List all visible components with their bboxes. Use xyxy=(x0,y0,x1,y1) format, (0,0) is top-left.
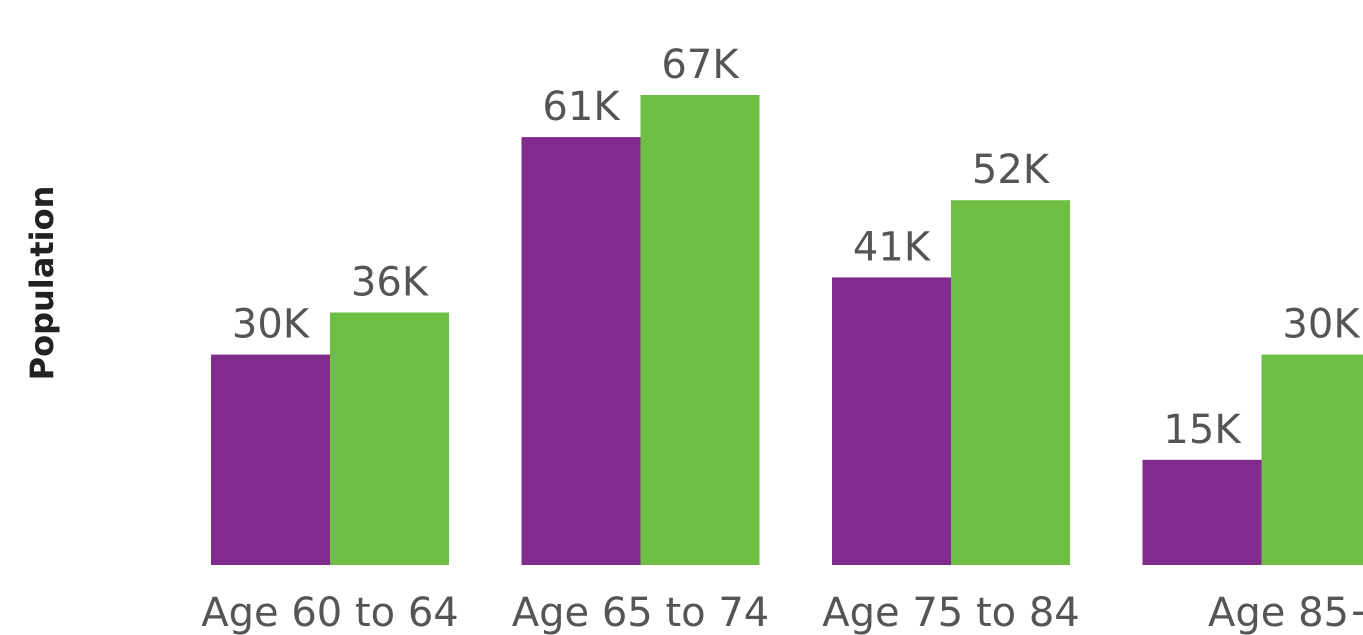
x-tick-label-2: Age 65 to 74 xyxy=(512,590,769,635)
data-label-series-1-2: 61K xyxy=(542,84,621,130)
data-labels: 30K 36K 61K 67K 41K 52K 15K 30K xyxy=(232,42,1361,453)
bars xyxy=(211,95,1363,565)
x-tick-label-4: Age 85+ xyxy=(1208,590,1363,635)
bar-series-1-3 xyxy=(832,277,951,565)
data-label-series-1-1: 30K xyxy=(232,302,311,348)
bar-series-2-4 xyxy=(1261,354,1363,565)
data-label-series-2-2: 67K xyxy=(661,42,740,88)
data-label-series-2-1: 36K xyxy=(351,260,430,306)
data-label-series-1-4: 15K xyxy=(1163,407,1242,453)
bar-series-2-1 xyxy=(330,312,449,565)
x-axis-tick-labels: Age 60 to 64 Age 65 to 74 Age 75 to 84 Age … xyxy=(201,590,1363,635)
y-axis-label: Population xyxy=(23,186,61,381)
data-label-series-2-3: 52K xyxy=(972,147,1051,193)
bar-series-2-3 xyxy=(951,200,1070,565)
bar-series-2-2 xyxy=(640,95,760,565)
x-tick-label-1: Age 60 to 64 xyxy=(201,590,458,635)
data-label-series-2-4: 30K xyxy=(1282,302,1361,348)
bar-series-1-1 xyxy=(211,354,330,565)
x-tick-label-3: Age 75 to 84 xyxy=(822,590,1079,635)
bar-series-1-4 xyxy=(1142,459,1262,565)
bar-series-1-2 xyxy=(521,137,641,565)
data-label-series-1-3: 41K xyxy=(853,224,932,270)
